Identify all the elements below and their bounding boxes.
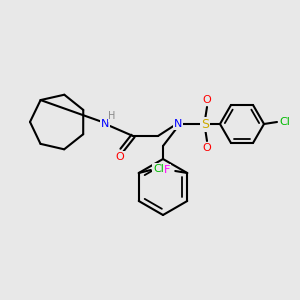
Text: N: N — [174, 119, 182, 129]
Text: N: N — [101, 119, 109, 129]
Text: O: O — [202, 143, 211, 153]
Text: O: O — [202, 95, 211, 105]
Text: F: F — [164, 165, 170, 175]
Text: O: O — [116, 152, 124, 162]
Text: H: H — [108, 111, 116, 121]
Text: Cl: Cl — [153, 164, 164, 174]
Text: Cl: Cl — [280, 117, 290, 127]
Text: S: S — [201, 118, 209, 130]
